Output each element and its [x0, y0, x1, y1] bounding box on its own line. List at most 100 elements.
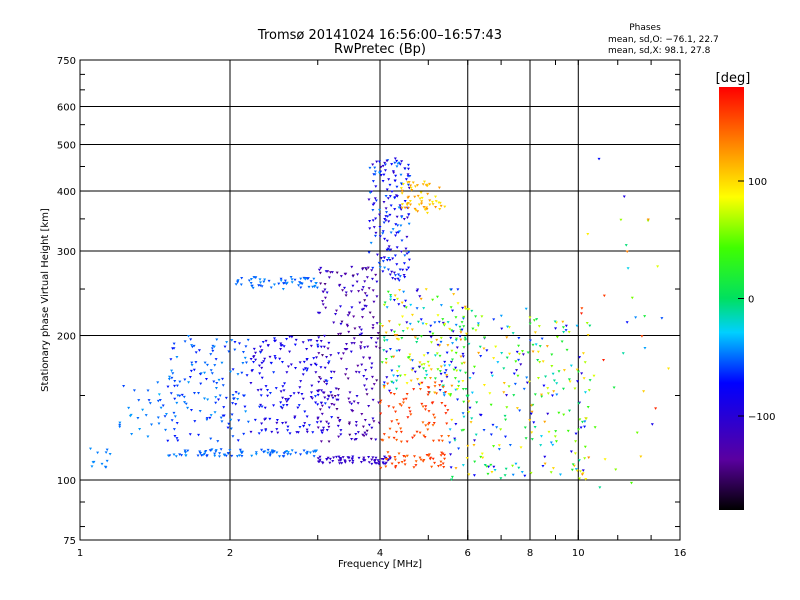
data-point	[249, 382, 253, 385]
data-point	[489, 433, 493, 436]
data-point	[426, 352, 430, 355]
data-point	[305, 348, 309, 351]
data-point	[193, 420, 197, 423]
data-point	[327, 406, 331, 409]
data-point	[202, 452, 206, 456]
data-point	[261, 341, 265, 344]
data-point	[625, 250, 629, 253]
data-point	[299, 453, 303, 456]
data-point	[321, 429, 325, 432]
data-point	[260, 405, 264, 409]
data-point	[285, 403, 289, 407]
data-point	[157, 393, 161, 396]
data-point	[507, 385, 511, 388]
data-point	[472, 474, 476, 477]
data-point	[316, 343, 320, 347]
data-point	[206, 398, 210, 402]
data-point	[405, 392, 409, 396]
data-point	[446, 344, 450, 347]
data-point	[363, 431, 367, 435]
data-point	[419, 318, 423, 321]
data-point	[392, 171, 396, 175]
data-point	[386, 197, 390, 200]
data-point	[390, 355, 394, 359]
data-point	[198, 451, 202, 455]
data-point	[332, 321, 336, 324]
data-point	[273, 355, 277, 358]
data-point	[368, 220, 372, 223]
data-point	[535, 318, 539, 321]
data-point	[221, 377, 225, 381]
data-point	[339, 429, 343, 432]
data-point	[546, 392, 550, 395]
data-point	[438, 389, 442, 392]
data-point	[470, 391, 474, 395]
data-point	[238, 454, 242, 457]
data-point	[323, 283, 327, 286]
data-point	[305, 428, 309, 432]
chart-title: Tromsø 20141024 16:56:00–16:57:43	[257, 28, 502, 43]
data-point	[425, 208, 429, 211]
data-point	[466, 444, 470, 448]
data-point	[228, 449, 232, 452]
data-point	[371, 180, 375, 183]
data-point	[351, 284, 355, 288]
grid	[80, 60, 680, 540]
data-point	[434, 195, 438, 199]
data-point	[532, 421, 536, 424]
data-point	[370, 375, 374, 379]
data-point	[382, 339, 386, 342]
data-point	[360, 288, 364, 292]
data-point	[253, 276, 257, 279]
data-point	[317, 268, 321, 272]
data-point	[215, 338, 219, 342]
data-point	[444, 391, 448, 394]
data-point	[407, 222, 411, 226]
data-point	[574, 432, 578, 436]
data-point	[424, 370, 428, 373]
data-point	[460, 328, 464, 332]
data-point	[560, 340, 564, 343]
data-point	[420, 200, 424, 203]
data-point	[406, 206, 410, 210]
data-point	[339, 433, 343, 436]
data-point	[166, 439, 170, 443]
data-point	[194, 361, 198, 364]
data-point	[230, 413, 234, 416]
data-point	[522, 387, 526, 391]
data-point	[138, 427, 142, 431]
data-point	[184, 454, 188, 457]
data-point	[371, 324, 375, 327]
data-point	[378, 208, 382, 212]
data-point	[390, 270, 394, 274]
data-point	[217, 455, 221, 458]
data-point	[586, 233, 590, 236]
data-point	[406, 167, 410, 171]
data-point	[458, 369, 462, 373]
data-point	[630, 296, 634, 300]
data-point	[328, 271, 332, 274]
data-point	[379, 174, 383, 177]
data-point	[421, 322, 425, 325]
data-point	[397, 273, 401, 276]
data-point	[403, 167, 407, 170]
data-point	[192, 368, 196, 372]
data-point	[370, 277, 374, 281]
data-point	[574, 440, 578, 443]
data-point	[471, 327, 475, 331]
data-point	[461, 352, 465, 356]
data-point	[316, 460, 320, 464]
data-point	[553, 435, 557, 438]
data-point	[447, 393, 451, 396]
data-point	[536, 350, 540, 354]
data-point	[293, 416, 297, 420]
data-point	[533, 331, 537, 334]
x-tick-label: 1	[77, 548, 83, 559]
data-point	[536, 358, 540, 362]
data-point	[454, 316, 458, 319]
x-tick-label: 4	[377, 548, 383, 559]
data-point	[389, 391, 393, 395]
data-point	[221, 384, 225, 387]
data-point	[187, 334, 191, 338]
data-point	[338, 419, 342, 422]
